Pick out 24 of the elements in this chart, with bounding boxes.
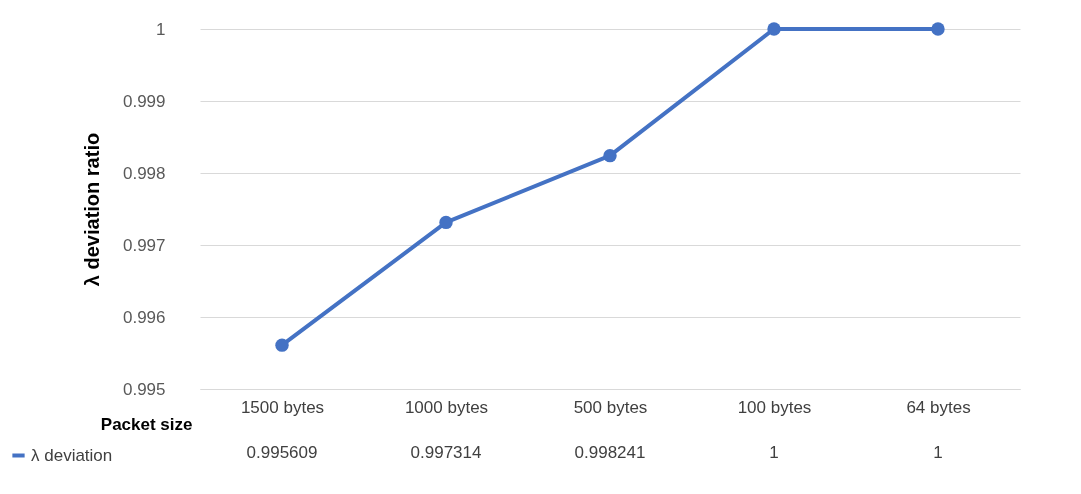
- point: [275, 338, 289, 352]
- data-label: 0.997314: [410, 443, 482, 462]
- x-tick-label: 100 bytes: [737, 397, 812, 417]
- x-tick-label: 1500 bytes: [240, 397, 325, 417]
- y-tick-label: 0.999: [122, 91, 166, 111]
- y-tick-label: 0.997: [122, 235, 166, 255]
- point: [767, 22, 781, 36]
- y-tick-label: 0.995: [122, 379, 166, 399]
- data-label: 0.998241: [574, 443, 646, 462]
- x-tick-label: 1000 bytes: [404, 397, 489, 417]
- y-tick-label: 0.996: [122, 307, 166, 327]
- y-tick-label: 0.998: [122, 163, 166, 183]
- x-tick-label: 500 bytes: [573, 397, 648, 417]
- y-axis-title: λ deviation ratio: [80, 132, 103, 287]
- point: [603, 148, 617, 163]
- legend-label: λ deviation: [31, 445, 113, 465]
- data-label: 1: [769, 443, 779, 462]
- point: [931, 22, 945, 36]
- x-axis-title: Packet size: [100, 414, 193, 434]
- data-label: 0.995609: [246, 443, 318, 462]
- y-tick-label: 1: [156, 19, 166, 39]
- x-tick-label: 64 bytes: [906, 397, 971, 417]
- point: [439, 215, 453, 230]
- data-label: 1: [933, 443, 943, 462]
